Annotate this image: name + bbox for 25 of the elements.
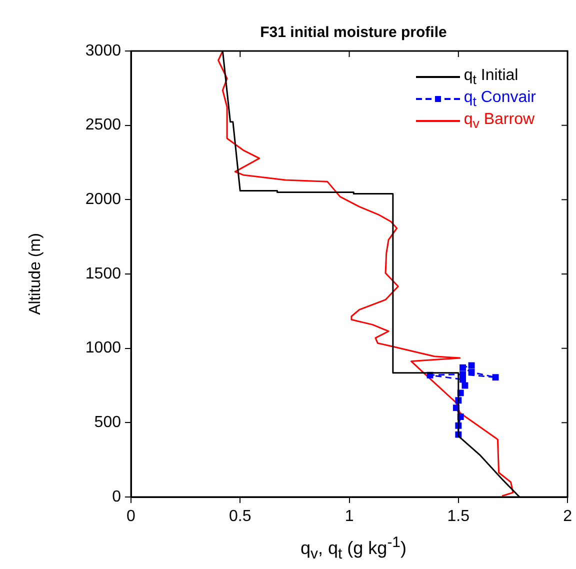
legend-label: q$_{t}$ Initial: [464, 66, 518, 88]
legend-label: q$_{v}$ Barrow: [464, 110, 535, 132]
y-tick-label: 500: [94, 414, 122, 432]
point: [492, 374, 499, 381]
point: [460, 364, 466, 371]
point: [468, 368, 475, 376]
y-tick-label: 1000: [85, 340, 122, 357]
legend-label: q$_{t}$ Convair: [464, 88, 536, 110]
chart-title: F31 initial moisture profile: [259, 24, 448, 41]
y-tick-label: 0: [112, 488, 122, 506]
y-tick-label: 3000: [85, 42, 122, 60]
x-tick-label: 2: [563, 508, 572, 526]
x-tick-label: 0.5: [229, 508, 252, 526]
x-tick-label: 0: [126, 508, 136, 526]
y-tick-label: 1500: [85, 265, 122, 282]
y-axis-title: Altitude (m): [27, 233, 45, 315]
y-tick-label: 2500: [85, 116, 122, 134]
point: [460, 371, 466, 378]
point: [460, 376, 466, 383]
x-tick-label: 1.5: [447, 508, 470, 526]
x-tick-label: 1: [344, 508, 354, 526]
y-tick-label: 2000: [85, 191, 122, 208]
point: [468, 362, 475, 369]
x-axis-title: q$_{v}$, q$_{t}$ (g kg$^{-1}$): [299, 534, 408, 563]
point: [462, 382, 468, 389]
